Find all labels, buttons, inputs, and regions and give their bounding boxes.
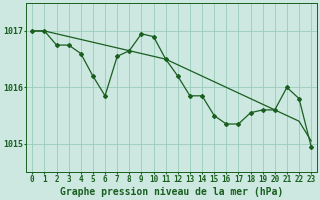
X-axis label: Graphe pression niveau de la mer (hPa): Graphe pression niveau de la mer (hPa) [60,187,284,197]
